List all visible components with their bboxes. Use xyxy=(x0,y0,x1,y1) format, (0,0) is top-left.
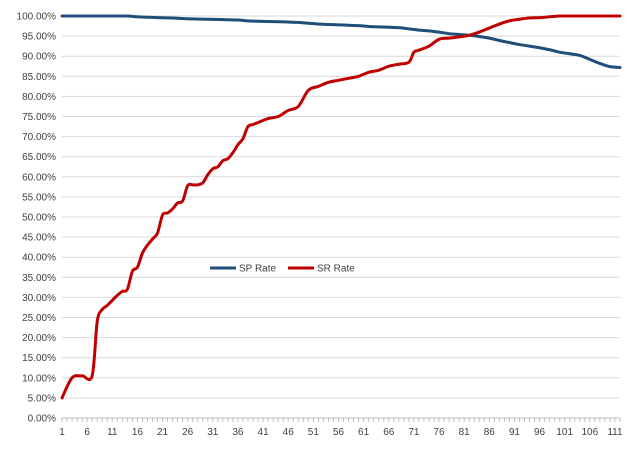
x-tick-label: 56 xyxy=(333,427,345,438)
series-lines xyxy=(60,14,622,400)
y-tick-label: 0.00% xyxy=(28,414,56,425)
x-tick-label: 1 xyxy=(59,427,65,438)
x-tick-label: 111 xyxy=(607,427,623,438)
y-tick-label: 45.00% xyxy=(22,233,56,244)
y-tick-label: 50.00% xyxy=(22,213,56,224)
y-tick-label: 15.00% xyxy=(22,353,56,364)
y-tick-label: 75.00% xyxy=(22,112,56,123)
x-tick-label: 6 xyxy=(84,427,90,438)
y-tick-label: 85.00% xyxy=(22,72,56,83)
x-tick-label: 91 xyxy=(509,427,521,438)
x-tick-label: 86 xyxy=(484,427,496,438)
x-tick-label: 76 xyxy=(433,427,445,438)
y-tick-label: 70.00% xyxy=(22,132,56,143)
x-tick-label: 106 xyxy=(581,427,598,438)
x-tick-label: 81 xyxy=(459,427,471,438)
y-tick-label: 65.00% xyxy=(22,152,56,163)
y-tick-label: 25.00% xyxy=(22,313,56,324)
y-tick-label: 60.00% xyxy=(22,172,56,183)
y-axis-tick-labels: 0.00% 5.00% 10.00% 15.00% 20.00% 25.00% 30.00%… xyxy=(17,12,57,425)
x-tick-label: 41 xyxy=(258,427,270,438)
y-tick-label: 10.00% xyxy=(22,373,56,384)
y-tick-label: 30.00% xyxy=(22,293,56,304)
series-line-sr-rate xyxy=(60,14,622,400)
x-tick-label: 21 xyxy=(157,427,169,438)
x-tick-label: 51 xyxy=(308,427,320,438)
x-tick-label: 71 xyxy=(408,427,420,438)
legend-label-sp-rate: SP Rate xyxy=(239,264,276,275)
y-tick-label: 40.00% xyxy=(22,253,56,264)
y-tick-label: 35.00% xyxy=(22,273,56,284)
y-tick-label: 90.00% xyxy=(22,52,56,63)
legend-label-sr-rate: SR Rate xyxy=(317,264,355,275)
x-tick-label: 96 xyxy=(534,427,546,438)
x-tick-label: 46 xyxy=(283,427,295,438)
x-tick-label: 16 xyxy=(132,427,144,438)
y-tick-label: 80.00% xyxy=(22,92,56,103)
y-tick-label: 100.00% xyxy=(17,12,57,23)
y-tick-label: 95.00% xyxy=(22,32,56,43)
x-axis-tick-labels: 1 6 11 16 21 26 31 36 41 46 51 56 61 66 71 76 81 86 91 96 10… xyxy=(59,427,623,438)
axes xyxy=(61,417,621,422)
y-tick-label: 20.00% xyxy=(22,333,56,344)
x-tick-label: 36 xyxy=(232,427,244,438)
x-tick-label: 101 xyxy=(556,427,573,438)
legend: SP Rate SR Rate xyxy=(210,264,355,275)
x-tick-label: 11 xyxy=(107,427,118,438)
y-tick-label: 5.00% xyxy=(28,393,56,404)
y-tick-label: 55.00% xyxy=(22,192,56,203)
series-line-sp-rate xyxy=(60,14,622,69)
x-tick-label: 66 xyxy=(383,427,395,438)
x-tick-label: 26 xyxy=(182,427,194,438)
x-tick-label: 31 xyxy=(207,427,219,438)
gridlines xyxy=(62,15,620,399)
x-tick-label: 61 xyxy=(358,427,370,438)
